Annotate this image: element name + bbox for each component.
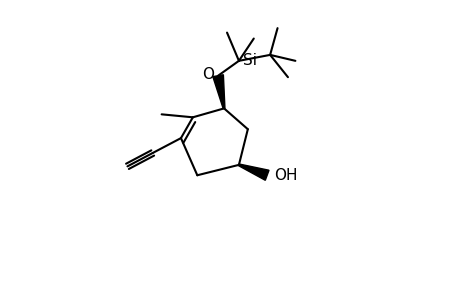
Text: Si: Si — [243, 53, 257, 68]
Text: O: O — [201, 67, 213, 82]
Text: OH: OH — [274, 168, 297, 183]
Polygon shape — [238, 164, 269, 180]
Polygon shape — [213, 75, 224, 109]
